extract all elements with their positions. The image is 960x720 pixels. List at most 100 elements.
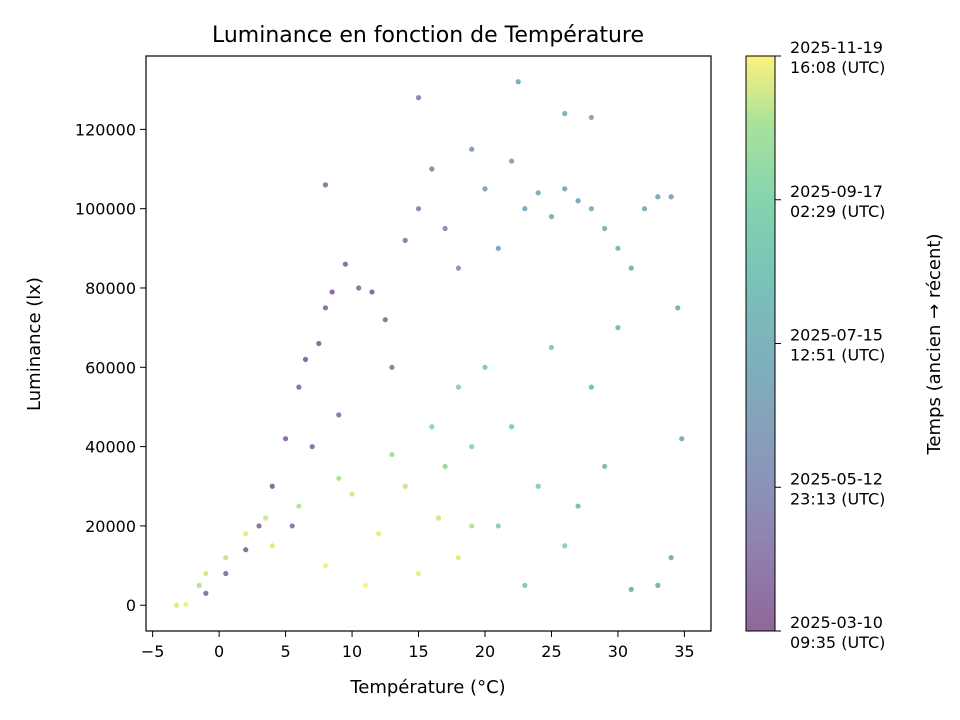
- y-tick-label: 120000: [75, 120, 136, 139]
- data-point: [415, 570, 422, 577]
- data-point: [615, 245, 621, 251]
- data-point: [469, 523, 475, 529]
- data-point: [429, 166, 435, 172]
- data-point: [482, 364, 488, 370]
- scatter-points: [173, 79, 685, 608]
- data-point: [602, 225, 608, 232]
- data-point: [402, 483, 408, 489]
- y-tick-label: 100000: [75, 200, 136, 219]
- data-point: [389, 451, 395, 458]
- x-tick-label: 15: [408, 642, 428, 661]
- colorbar-gradient: [746, 56, 775, 631]
- y-tick-label: 20000: [85, 517, 136, 536]
- colorbar-label: Temps (ancien → récent): [924, 234, 945, 456]
- data-point: [588, 114, 594, 121]
- data-point: [203, 590, 209, 596]
- data-point: [173, 602, 180, 608]
- data-point: [562, 186, 568, 192]
- data-point: [309, 444, 315, 450]
- data-point: [535, 190, 541, 196]
- x-tick-label: 25: [541, 642, 561, 661]
- data-point: [575, 503, 581, 509]
- colorbar-tick-label: 2025-03-10 09:35 (UTC): [790, 613, 885, 652]
- data-point: [628, 586, 634, 592]
- data-point: [482, 186, 488, 192]
- data-point: [336, 475, 342, 481]
- data-point: [562, 110, 568, 117]
- data-point: [389, 364, 395, 370]
- data-point: [203, 570, 209, 577]
- x-tick-label: 30: [608, 642, 628, 661]
- data-point: [602, 463, 608, 470]
- data-point: [641, 206, 648, 212]
- x-tick-label: 0: [214, 642, 224, 661]
- y-tick-label: 80000: [85, 279, 136, 298]
- data-point: [455, 555, 462, 561]
- data-point: [668, 555, 674, 561]
- data-point: [508, 158, 515, 164]
- data-point: [289, 523, 295, 529]
- data-point: [322, 562, 329, 569]
- data-point: [183, 601, 189, 608]
- data-point: [223, 570, 229, 577]
- data-point: [263, 515, 269, 521]
- data-point: [269, 483, 275, 489]
- data-point: [508, 424, 515, 430]
- data-point: [322, 182, 329, 188]
- data-point: [296, 384, 302, 390]
- data-point: [243, 547, 249, 553]
- x-axis-label: Température (°C): [349, 677, 505, 698]
- colorbar-tick-label: 2025-07-15 12:51 (UTC): [790, 326, 885, 365]
- data-point: [329, 289, 335, 295]
- colorbar-ticks: 2025-03-10 09:35 (UTC) 2025-05-12 23:13 (UT…: [775, 38, 885, 652]
- data-point: [515, 79, 521, 85]
- data-point: [535, 483, 541, 489]
- data-point: [429, 424, 435, 430]
- x-tick-label: 10: [342, 642, 362, 661]
- data-point: [256, 523, 262, 529]
- data-point: [269, 543, 275, 549]
- data-point: [402, 237, 408, 243]
- data-point: [196, 582, 202, 588]
- data-point: [342, 261, 349, 267]
- x-tick-label: 5: [280, 642, 290, 661]
- data-point: [495, 245, 501, 251]
- data-point: [455, 265, 462, 271]
- colorbar-tick-label: 2025-11-19 16:08 (UTC): [790, 38, 885, 77]
- data-point: [356, 285, 362, 291]
- chart-title: Luminance en fonction de Température: [212, 23, 644, 48]
- data-point: [223, 555, 229, 561]
- data-point: [588, 384, 594, 390]
- data-point: [628, 265, 634, 271]
- y-tick-label: 0: [126, 596, 136, 615]
- data-point: [243, 531, 249, 537]
- data-point: [442, 463, 448, 470]
- y-axis-label: Luminance (lx): [24, 277, 45, 411]
- data-point: [548, 214, 555, 220]
- data-point: [495, 523, 501, 529]
- plot-frame: [145, 55, 712, 632]
- data-point: [376, 531, 382, 537]
- data-point: [655, 582, 661, 588]
- data-point: [469, 146, 475, 152]
- data-point: [415, 95, 422, 101]
- data-point: [668, 194, 674, 200]
- data-point: [296, 503, 302, 509]
- colorbar: 2025-03-10 09:35 (UTC) 2025-05-12 23:13 (UT…: [745, 38, 945, 652]
- data-point: [548, 344, 555, 351]
- data-point: [435, 515, 442, 521]
- data-point: [349, 491, 355, 497]
- data-point: [382, 317, 388, 323]
- data-point: [562, 543, 568, 549]
- data-point: [316, 340, 322, 347]
- data-point: [322, 305, 329, 311]
- x-tick-label: −5: [141, 642, 165, 661]
- data-point: [522, 206, 528, 212]
- x-axis: −5 0 5 10 15 20 25 30 35: [141, 631, 695, 661]
- data-point: [469, 444, 475, 450]
- colorbar-tick-label: 2025-05-12 23:13 (UTC): [790, 469, 885, 508]
- x-tick-label: 20: [475, 642, 495, 661]
- data-point: [655, 194, 661, 200]
- data-point: [455, 384, 462, 390]
